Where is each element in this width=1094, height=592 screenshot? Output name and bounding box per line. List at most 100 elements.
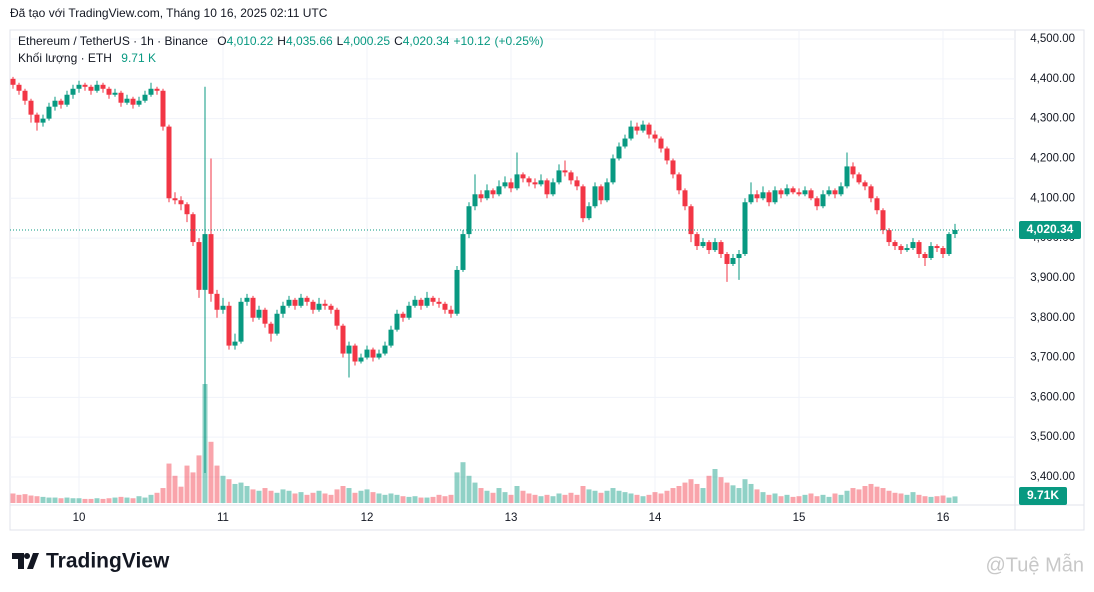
candle-body (370, 349, 376, 358)
candle-body (226, 305, 232, 346)
volume-bar (208, 441, 214, 503)
volume-bar (820, 494, 826, 503)
candle-body (154, 88, 160, 91)
volume-bar (802, 494, 808, 503)
candle-body (652, 134, 658, 139)
volume-bar (130, 498, 136, 503)
volume-bar (238, 482, 244, 503)
volume-bar (772, 493, 778, 503)
volume-bar (460, 462, 466, 503)
volume-bar (442, 496, 448, 503)
candle-body (358, 357, 364, 362)
candle-body (442, 303, 448, 310)
candle-body (622, 138, 628, 147)
candle-body (316, 303, 322, 310)
candle-body (478, 194, 484, 199)
volume-bar (808, 493, 814, 503)
candle-body (274, 313, 280, 334)
volume-bar (826, 496, 832, 503)
volume-bar (520, 490, 526, 503)
volume-bar (874, 486, 880, 503)
candle-body (874, 198, 880, 211)
candle-body (538, 180, 544, 185)
candle-body (424, 297, 430, 306)
volume-bar (742, 479, 748, 503)
candle-body (730, 258, 736, 264)
volume-bar (712, 469, 718, 503)
ohlc-key: O (217, 34, 226, 48)
volume-bar (724, 482, 730, 503)
candle-body (808, 190, 814, 199)
candle-body (460, 234, 466, 270)
volume-bar (358, 490, 364, 503)
candle-body (586, 206, 592, 219)
y-tick-label: 4,300.00 (1030, 113, 1075, 125)
volume-bar (850, 488, 856, 503)
volume-bar (58, 498, 64, 503)
volume-bar (550, 496, 556, 503)
candle-body (580, 186, 586, 219)
candle-body (256, 309, 262, 318)
candle-body (196, 242, 202, 290)
candle-body (202, 234, 208, 290)
volume-bar (124, 497, 130, 503)
volume-bar (922, 496, 928, 503)
candle-body (124, 98, 130, 103)
volume-bar (418, 497, 424, 503)
y-tick-label: 4,100.00 (1030, 192, 1075, 204)
candle-body (796, 192, 802, 195)
volume-bar (838, 494, 844, 503)
volume-bar (52, 497, 58, 503)
candle-body (682, 190, 688, 207)
volume-bar (172, 475, 178, 503)
candle-body (754, 194, 760, 199)
candle-body (694, 234, 700, 247)
candle-body (22, 90, 28, 101)
last-price-box (1019, 220, 1081, 239)
candle-body (556, 170, 562, 183)
candle-body (832, 190, 838, 195)
volume-bar (244, 486, 250, 503)
candle-body (484, 190, 490, 199)
volume-bar (166, 463, 172, 503)
volume-bar (46, 497, 52, 503)
volume-bar (916, 494, 922, 503)
candle-body (232, 341, 238, 346)
volume-bar (514, 486, 520, 503)
candle-body (172, 198, 178, 201)
volume-bar (106, 498, 112, 503)
candle-body (880, 210, 886, 231)
candle-body (646, 124, 652, 135)
volume-bar (736, 488, 742, 503)
volume-bar (676, 486, 682, 503)
candle-body (802, 190, 808, 195)
volume-bar (40, 496, 46, 503)
volume-bar (910, 492, 916, 503)
volume-bar (586, 489, 592, 503)
candle-body (112, 92, 118, 95)
last-volume-label: 9.71K (1027, 488, 1059, 502)
volume-bar (328, 494, 334, 503)
volume-bar (934, 496, 940, 503)
volume-bar (502, 492, 508, 503)
volume-bar (154, 492, 160, 503)
candle-body (130, 98, 136, 105)
x-tick-label: 12 (361, 512, 374, 524)
volume-bar (400, 496, 406, 503)
volume-bar (64, 497, 70, 503)
candle-body (676, 174, 682, 191)
candle-body (52, 100, 58, 107)
volume-bar (754, 489, 760, 503)
candle-body (208, 234, 214, 294)
candle-body (136, 100, 142, 105)
y-tick-label: 3,800.00 (1030, 312, 1075, 324)
volume-bar (664, 490, 670, 503)
candle-body (904, 248, 910, 251)
candle-body (364, 349, 370, 358)
candle-body (298, 297, 304, 306)
candle-body (742, 202, 748, 255)
volume-bar (562, 494, 568, 503)
volume-bar (268, 490, 274, 503)
candle-body (898, 246, 904, 251)
